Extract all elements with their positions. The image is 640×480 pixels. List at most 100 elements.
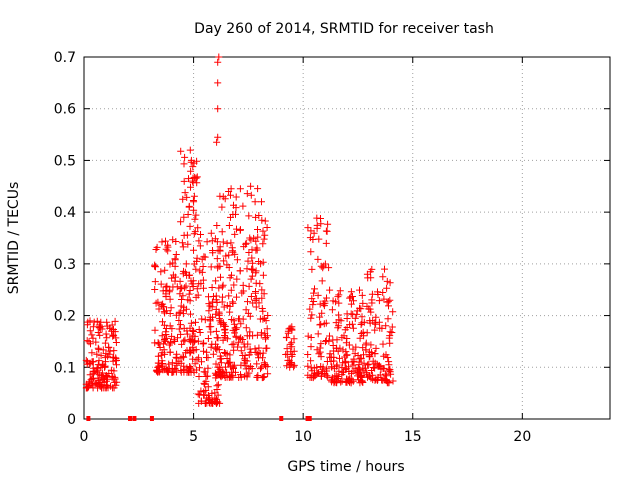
data-point xyxy=(189,283,197,290)
data-point xyxy=(186,146,194,154)
data-point xyxy=(349,377,357,385)
data-point xyxy=(357,354,365,362)
data-point xyxy=(225,359,233,367)
data-point xyxy=(212,371,220,379)
data-point xyxy=(201,368,209,376)
x-tick-label: 0 xyxy=(80,429,89,445)
data-point xyxy=(227,213,234,221)
zero-point xyxy=(128,416,133,421)
data-point xyxy=(335,367,343,375)
zero-point xyxy=(149,416,154,421)
data-point xyxy=(360,332,368,340)
data-point xyxy=(213,138,221,146)
data-point xyxy=(348,320,356,328)
data-point xyxy=(111,317,119,325)
data-point xyxy=(286,360,294,368)
data-point xyxy=(214,105,222,113)
y-tick-label: 0.6 xyxy=(54,102,76,118)
data-point xyxy=(220,371,228,379)
data-point xyxy=(179,243,187,251)
data-point xyxy=(109,375,117,383)
data-point xyxy=(230,340,238,348)
data-point xyxy=(365,360,373,368)
data-point xyxy=(172,311,180,319)
data-point xyxy=(195,280,203,288)
data-point xyxy=(85,338,93,346)
data-point xyxy=(182,282,190,290)
data-point xyxy=(195,326,203,333)
data-point xyxy=(202,377,210,385)
data-point xyxy=(262,344,270,352)
data-point xyxy=(200,284,207,292)
data-point xyxy=(247,293,255,300)
data-point xyxy=(330,357,338,365)
data-point xyxy=(363,302,371,310)
data-point xyxy=(160,366,168,374)
data-point xyxy=(185,175,192,183)
data-point xyxy=(350,357,358,365)
data-point xyxy=(214,247,222,255)
x-tick-label: 5 xyxy=(189,429,198,445)
data-point xyxy=(158,332,166,340)
data-point xyxy=(228,341,236,349)
data-point xyxy=(112,339,120,346)
data-point xyxy=(183,193,191,201)
data-point xyxy=(319,300,327,308)
data-point xyxy=(256,350,264,357)
data-point xyxy=(90,318,98,326)
data-point xyxy=(258,329,265,337)
data-point xyxy=(230,201,237,209)
x-tick-label: 20 xyxy=(513,429,531,445)
data-point xyxy=(88,375,96,383)
grid xyxy=(84,57,610,419)
data-point xyxy=(345,377,352,385)
data-point xyxy=(351,314,359,322)
data-point xyxy=(180,307,187,315)
data-point xyxy=(385,361,393,369)
data-point xyxy=(334,293,342,301)
data-point xyxy=(247,182,255,190)
data-point xyxy=(103,334,111,342)
data-point xyxy=(99,373,107,381)
data-point xyxy=(93,317,101,325)
data-point xyxy=(229,248,237,256)
data-point xyxy=(319,264,327,272)
data-point xyxy=(212,296,220,304)
data-point xyxy=(189,163,197,171)
data-point xyxy=(191,360,199,368)
data-point xyxy=(208,284,216,291)
data-point xyxy=(204,392,212,399)
y-tick-label: 0.4 xyxy=(54,205,76,221)
data-point xyxy=(232,193,240,201)
data-point xyxy=(82,356,90,364)
data-point xyxy=(380,364,388,372)
data-point xyxy=(318,370,326,377)
data-point xyxy=(386,279,394,287)
data-point xyxy=(195,237,203,245)
data-point xyxy=(307,343,315,351)
data-point xyxy=(336,354,343,362)
data-point xyxy=(313,346,321,354)
data-point xyxy=(103,318,111,326)
data-point xyxy=(371,326,379,334)
data-point xyxy=(217,355,225,363)
data-point xyxy=(264,312,272,319)
data-point xyxy=(242,324,250,332)
data-point xyxy=(239,336,247,343)
data-point xyxy=(369,376,377,384)
data-point xyxy=(204,383,212,391)
data-point xyxy=(325,264,333,272)
data-point xyxy=(308,311,316,319)
data-point xyxy=(83,321,91,329)
data-point xyxy=(389,377,397,385)
data-point xyxy=(196,329,204,336)
data-point xyxy=(194,224,202,232)
data-point xyxy=(161,350,169,358)
data-point xyxy=(242,306,250,314)
data-point xyxy=(328,374,336,382)
data-point xyxy=(213,382,221,390)
data-point xyxy=(379,340,387,348)
data-point xyxy=(368,299,376,307)
data-point xyxy=(175,325,183,333)
data-point xyxy=(227,191,234,199)
